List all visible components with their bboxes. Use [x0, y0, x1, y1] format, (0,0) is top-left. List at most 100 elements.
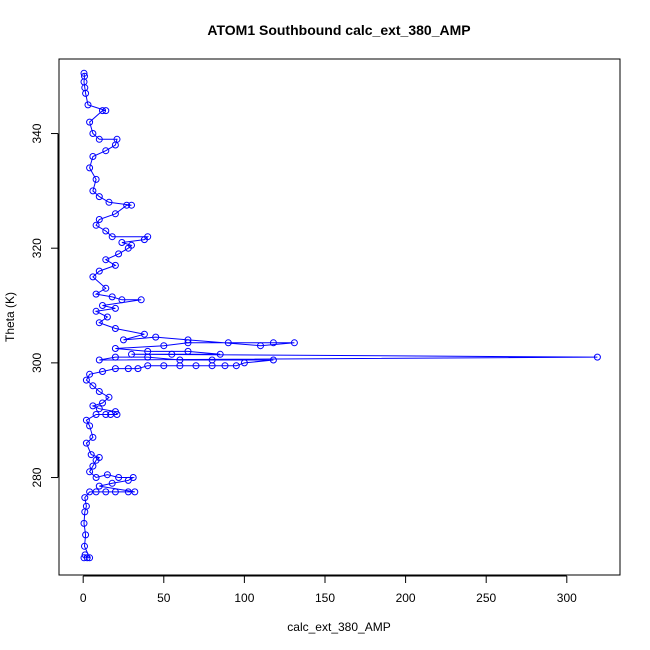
data-point [240, 359, 248, 367]
data-point [89, 273, 97, 281]
data-point [92, 411, 100, 418]
y-tick-label: 320 [30, 238, 44, 258]
data-point [257, 342, 264, 350]
data-point [95, 216, 103, 223]
series-group [80, 69, 601, 562]
y-axis-label: Theta (K) [3, 292, 17, 342]
data-point [118, 239, 126, 246]
data-point [81, 542, 88, 550]
data-point [105, 393, 113, 401]
data-point [144, 362, 152, 370]
y-tick-label: 300 [30, 353, 44, 373]
data-point [123, 201, 131, 209]
data-point [102, 411, 110, 418]
data-point [92, 221, 100, 229]
data-point [134, 365, 142, 373]
data-point [184, 336, 192, 344]
data-point [232, 362, 240, 370]
data-point [103, 471, 111, 479]
data-point [89, 187, 97, 195]
data-point [84, 101, 92, 109]
data-point [89, 402, 97, 410]
data-point [111, 345, 119, 352]
data-point [144, 347, 152, 355]
data-point [95, 482, 103, 490]
data-point [89, 130, 97, 137]
data-point [87, 451, 95, 459]
data-point [108, 233, 116, 241]
data-point [95, 193, 103, 201]
data-point [86, 118, 94, 126]
data-point [160, 362, 168, 370]
data-point [111, 408, 119, 416]
data-point [108, 293, 116, 301]
data-point [83, 554, 91, 562]
data-point [82, 416, 90, 424]
data-point [111, 325, 119, 332]
data-point [95, 135, 103, 143]
data-point [128, 201, 135, 209]
x-tick-label: 200 [396, 591, 416, 605]
x-tick-label: 100 [234, 591, 254, 605]
data-point [168, 350, 176, 358]
x-tick-label: 50 [157, 591, 171, 605]
data-point [99, 368, 106, 375]
data-point [152, 333, 160, 341]
data-point [128, 350, 135, 358]
y-tick-label: 340 [30, 123, 44, 143]
plot-frame [58, 58, 621, 576]
data-point [115, 250, 123, 258]
data-point [102, 284, 110, 292]
data-point [82, 502, 90, 510]
data-point [224, 339, 232, 347]
data-point [102, 488, 110, 496]
data-point [86, 554, 94, 562]
data-point [102, 256, 110, 264]
data-point [81, 72, 88, 80]
data-point [99, 107, 106, 115]
data-point [99, 302, 106, 309]
data-point [99, 399, 106, 407]
data-point [82, 376, 90, 384]
data-point [82, 439, 90, 447]
data-point [144, 233, 152, 241]
data-point [131, 488, 139, 496]
data-point [89, 153, 97, 160]
x-tick-label: 300 [557, 591, 577, 605]
data-point [111, 210, 119, 218]
data-point [105, 198, 113, 206]
data-point [102, 107, 110, 115]
data-point [192, 362, 200, 370]
data-point [82, 531, 90, 539]
x-tick-label: 250 [476, 591, 496, 605]
data-point [80, 69, 88, 77]
data-point [111, 304, 119, 312]
data-point [115, 474, 123, 481]
data-point [129, 474, 137, 481]
data-point [92, 290, 100, 298]
data-point [95, 388, 103, 395]
data-point [95, 356, 103, 364]
data-point [160, 342, 168, 350]
data-point [92, 488, 100, 496]
chart-title: ATOM1 Southbound calc_ext_380_AMP [207, 22, 470, 38]
data-point [86, 370, 94, 378]
y-tick-label: 280 [30, 467, 44, 487]
data-point [103, 313, 111, 321]
y-axis: 280 300 320 340 [30, 123, 59, 488]
data-point [208, 356, 216, 364]
data-point [89, 462, 97, 470]
data-point [108, 479, 116, 487]
data-point [92, 175, 100, 183]
data-point [89, 433, 97, 441]
x-axis-label: calc_ext_380_AMP [287, 620, 390, 634]
data-point [593, 353, 601, 361]
data-point [95, 454, 103, 461]
data-point [95, 267, 103, 275]
data-point [92, 474, 100, 481]
data-point [137, 296, 145, 304]
data-point [113, 135, 121, 143]
data-point [81, 494, 89, 502]
x-tick-label: 150 [315, 591, 335, 605]
